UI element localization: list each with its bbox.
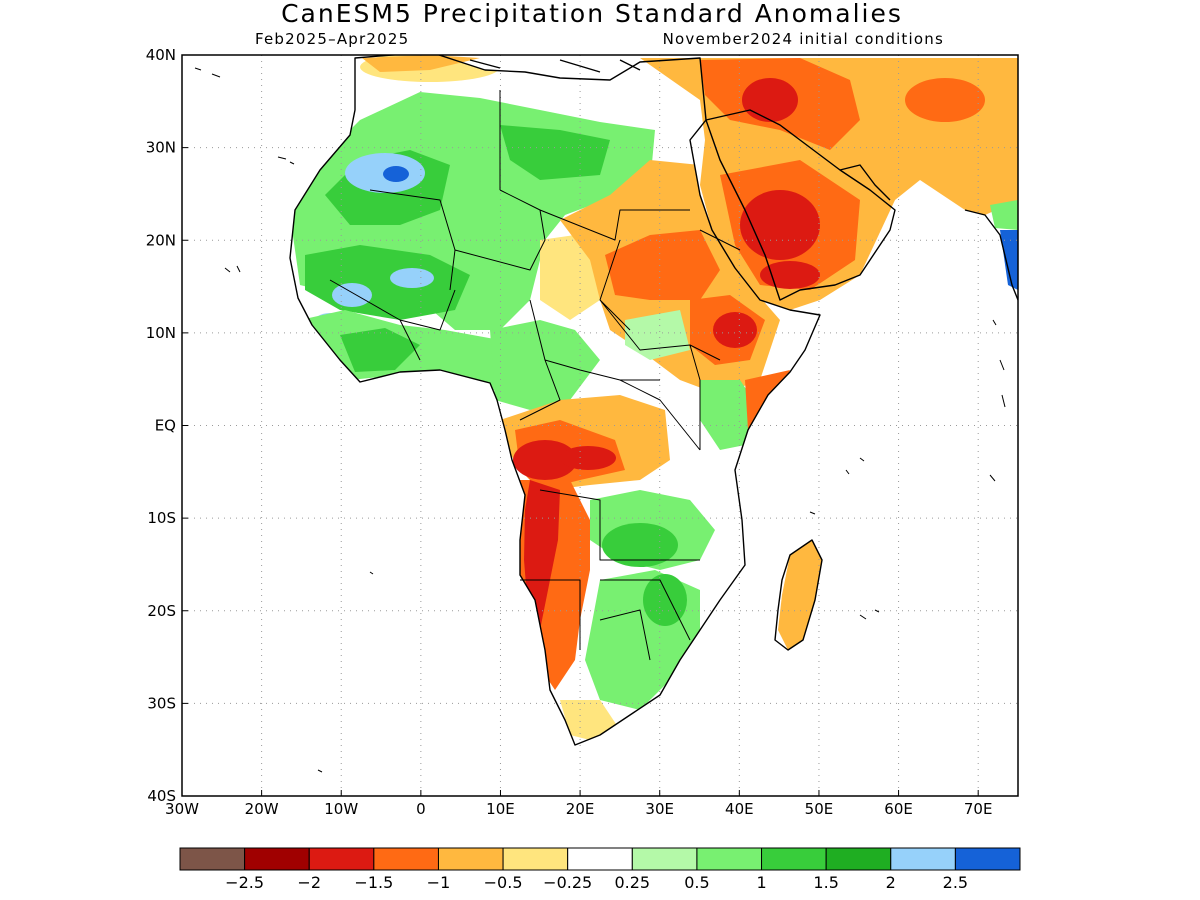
colorbar-swatch <box>179 847 246 871</box>
lat-tick-label: 20N <box>146 231 176 249</box>
dry-region <box>560 700 620 740</box>
wet-region <box>300 310 530 395</box>
colorbar-label: −2.5 <box>225 873 264 892</box>
dry-region <box>605 230 720 300</box>
forecast-period: Feb2025–Apr2025 <box>255 30 409 48</box>
wet-region <box>490 320 600 410</box>
lat-tick-label: EQ <box>155 417 176 435</box>
colorbar-label: 1 <box>756 873 766 892</box>
dry-region <box>905 78 985 122</box>
wet-region <box>602 523 678 567</box>
colorbar-swatch <box>308 847 375 871</box>
lat-tick-label: 30S <box>147 694 176 712</box>
colorbar-swatch <box>696 847 763 871</box>
lon-tick-label: 10W <box>324 800 358 818</box>
india-coastline <box>964 209 1018 301</box>
lon-tick-label: 20W <box>245 800 279 818</box>
wet-region <box>643 574 687 626</box>
wet-region <box>990 200 1018 230</box>
chart-title: CanESM5 Precipitation Standard Anomalies <box>281 0 903 28</box>
lon-tick-label: 0 <box>416 800 426 818</box>
island-marks <box>194 67 1006 773</box>
very-dry-region <box>713 312 757 348</box>
lat-tick-label: 30N <box>146 139 176 157</box>
colorbar: −2.5 −2 −1.5 −1 −0.5 −0.25 0.25 0.5 1 1.5 2 2.5 <box>179 847 1021 892</box>
madagascar-coastline <box>774 539 823 651</box>
longitude-axis: 30W 20W 10W 0 10E 20E 30E 40E 50E 60E 70E <box>165 790 992 818</box>
colorbar-label: −1 <box>427 873 451 892</box>
lon-tick-label: 40E <box>725 800 754 818</box>
very-dry-region <box>560 446 616 470</box>
wet-region <box>700 380 760 450</box>
colorbar-swatch <box>890 847 956 871</box>
colorbar-label: 0.25 <box>614 873 650 892</box>
lat-tick-label: 40N <box>146 46 176 64</box>
coastlines <box>289 55 1018 746</box>
colorbar-label: −1.5 <box>354 873 393 892</box>
colorbar-label: −2 <box>297 873 321 892</box>
colorbar-swatch <box>502 847 569 871</box>
colorbar-swatch <box>825 847 892 871</box>
mediterranean-coastline <box>469 59 641 73</box>
lon-tick-label: 10E <box>486 800 515 818</box>
colorbar-label: 2.5 <box>943 873 968 892</box>
very-dry-region <box>760 261 820 289</box>
colorbar-swatch <box>373 847 439 871</box>
lat-tick-label: 40S <box>147 787 176 805</box>
lon-tick-label: 30W <box>165 800 199 818</box>
colorbar-label: 0.5 <box>684 873 709 892</box>
latitude-axis: 40N 30N 20N 10N EQ 10S 20S 30S 40S <box>146 46 188 805</box>
colorbar-swatch <box>954 847 1021 871</box>
lat-tick-label: 10N <box>146 324 176 342</box>
colorbar-swatch <box>761 847 827 871</box>
very-wet-region <box>332 283 372 307</box>
very-wet-region <box>390 268 434 288</box>
lon-tick-label: 30E <box>645 800 674 818</box>
dry-region <box>778 540 822 650</box>
lon-tick-label: 20E <box>566 800 595 818</box>
graticule <box>182 55 1018 796</box>
wet-region <box>625 310 690 360</box>
lat-tick-label: 20S <box>147 602 176 620</box>
colorbar-swatch <box>437 847 504 871</box>
colorbar-swatch <box>631 847 698 871</box>
colorbar-label: 2 <box>886 873 896 892</box>
anomaly-field <box>290 55 1018 740</box>
colorbar-label: −0.25 <box>543 873 592 892</box>
wet-region <box>340 328 420 372</box>
very-dry-region <box>524 480 560 630</box>
lat-tick-label: 10S <box>147 509 176 527</box>
extreme-wet-region <box>1000 230 1018 290</box>
lon-tick-label: 60E <box>884 800 913 818</box>
africa-coastline <box>289 55 821 746</box>
very-dry-region <box>742 78 798 122</box>
colorbar-label: −0.5 <box>484 873 523 892</box>
lon-tick-label: 70E <box>964 800 993 818</box>
colorbar-swatch <box>244 847 310 871</box>
extreme-wet-region <box>383 166 409 182</box>
colorbar-label: 1.5 <box>813 873 838 892</box>
arabia-coastline <box>705 109 896 301</box>
lon-tick-label: 50E <box>805 800 834 818</box>
initial-conditions: November2024 initial conditions <box>663 30 944 48</box>
very-dry-region <box>513 440 577 480</box>
wet-region <box>500 125 610 180</box>
colorbar-swatch <box>567 847 633 871</box>
gulf-coastline <box>839 164 891 201</box>
country-borders <box>329 90 741 661</box>
